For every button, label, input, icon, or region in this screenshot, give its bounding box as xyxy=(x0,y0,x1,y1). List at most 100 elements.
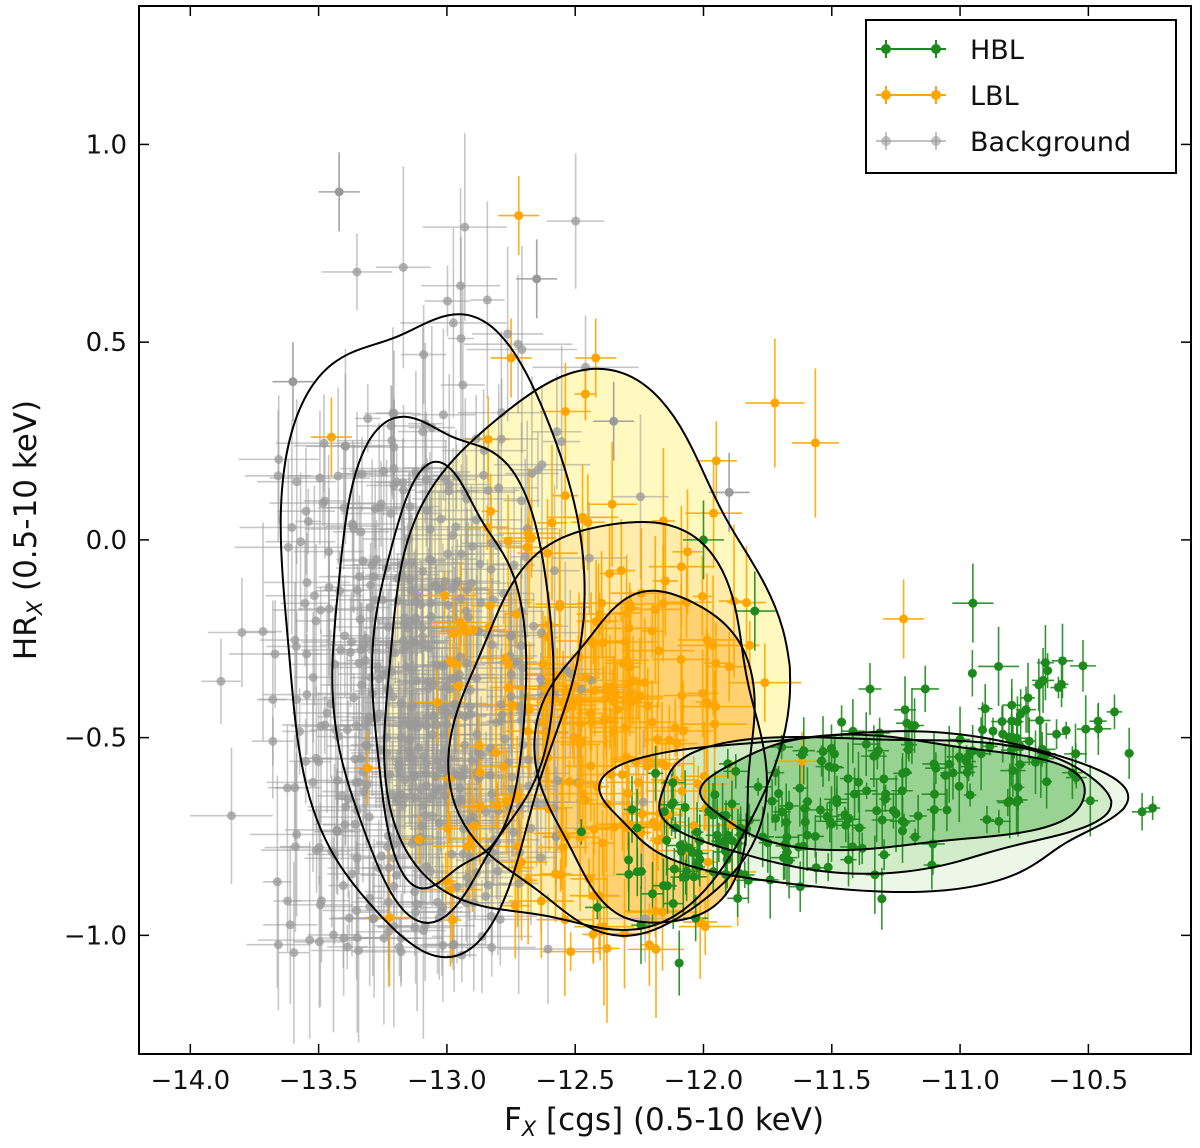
background-232-point xyxy=(333,471,343,481)
lbl-143-point xyxy=(574,779,584,789)
background-516-point xyxy=(427,556,437,566)
lbl-10-point xyxy=(651,944,661,954)
hbl-59-point xyxy=(592,902,602,912)
hbl-45-point xyxy=(891,809,901,819)
hbl-83-point xyxy=(955,735,965,745)
contour-outlines xyxy=(279,313,1130,959)
background-highlight-10-point xyxy=(334,187,344,197)
lbl-142-point xyxy=(678,726,688,736)
background-373-point xyxy=(389,881,399,891)
hbl-99-point xyxy=(1081,724,1091,734)
background-462-point xyxy=(346,647,356,657)
background-134-point xyxy=(357,680,367,690)
hbl-highlight-6-point xyxy=(698,535,708,545)
background-498-point xyxy=(416,600,426,610)
hbl-72-point xyxy=(879,774,889,784)
background-407-point xyxy=(398,636,408,646)
hbl-136-point xyxy=(967,668,977,678)
background-485-point xyxy=(434,585,444,595)
lbl-162-point xyxy=(644,940,654,950)
background-248-point xyxy=(419,751,429,761)
x-tick-label-6: −11.0 xyxy=(920,1066,1000,1096)
hbl-44-point xyxy=(823,862,833,872)
background-145-point xyxy=(529,621,539,631)
background-93-point xyxy=(425,524,435,534)
background-425-point xyxy=(410,887,420,897)
background-9-point xyxy=(342,942,352,952)
background-322-point xyxy=(318,498,328,508)
hbl-164-point xyxy=(1085,796,1095,806)
background-382-point xyxy=(516,641,526,651)
lbl-160-point xyxy=(510,901,520,911)
hbl-198-point xyxy=(782,832,792,842)
hbl-105-point xyxy=(800,803,810,813)
background-271-point xyxy=(514,878,524,888)
hbl-126-point xyxy=(1124,748,1134,758)
hbl-224-point xyxy=(779,853,789,863)
hbl-140-point xyxy=(1003,798,1013,808)
lbl-37-point xyxy=(607,499,617,509)
background-458-point xyxy=(462,658,472,668)
background-367-point xyxy=(324,582,334,592)
background-369-point xyxy=(438,410,448,420)
hbl-82-point xyxy=(1093,716,1103,726)
y-tick-label-1: −0.5 xyxy=(64,724,127,754)
background-487-point xyxy=(395,789,405,799)
lbl-88-point xyxy=(770,398,780,408)
hbl-160-point xyxy=(712,830,722,840)
background-452-point xyxy=(335,586,345,596)
background-450-point xyxy=(533,465,543,475)
background-208-point xyxy=(515,701,525,711)
hbl-203-point xyxy=(719,836,729,846)
background-277-point xyxy=(421,758,431,768)
hbl-42-point xyxy=(815,805,825,815)
lbl-163-point xyxy=(598,838,608,848)
background-269-point xyxy=(421,781,431,791)
background-438-point xyxy=(356,527,366,537)
lbl-145-point xyxy=(624,680,634,690)
hbl-103-point xyxy=(929,759,939,769)
contour-line-hbl-2 xyxy=(699,733,1086,852)
lbl-90-point xyxy=(683,547,693,557)
background-422-point xyxy=(482,295,492,305)
lbl-69-point xyxy=(474,741,484,751)
background-206-point xyxy=(333,775,343,785)
lbl-180-point xyxy=(626,603,636,613)
legend-entry-hbl: HBL xyxy=(876,35,1024,66)
lbl-61-point xyxy=(588,929,598,939)
background-504-point xyxy=(355,753,365,763)
lbl-181-point xyxy=(711,658,721,668)
legend-marker-background-1 xyxy=(931,136,941,146)
lbl-28-point xyxy=(676,562,686,572)
background-90-point xyxy=(292,695,302,705)
lbl-62-point xyxy=(543,548,553,558)
background-416-point xyxy=(369,572,379,582)
background-175-point xyxy=(455,783,465,793)
hbl-90-point xyxy=(692,827,702,837)
background-432-point xyxy=(342,725,352,735)
background-228-point xyxy=(560,664,570,674)
background-284-point xyxy=(273,940,283,950)
hbl-64-point xyxy=(1042,777,1052,787)
x-axis-ticks: −14.0 −13.5 −13.0 −12.5 −12.0 −11.5 −11.0 −10.5 xyxy=(150,6,1128,1096)
background-182-point xyxy=(290,842,300,852)
background-46-point xyxy=(270,649,280,659)
hbl-202-point xyxy=(1024,736,1034,746)
background-443-point xyxy=(424,643,434,653)
background-415-point xyxy=(389,464,399,474)
legend-box xyxy=(865,19,1177,174)
lbl-193-point xyxy=(443,824,453,834)
lbl-202-point xyxy=(658,599,668,609)
lbl-75-point xyxy=(623,789,633,799)
hbl-151-point xyxy=(840,810,850,820)
hbl-180-point xyxy=(795,783,805,793)
background-424-point xyxy=(406,585,416,595)
background-419-point xyxy=(352,853,362,863)
background-242-point xyxy=(388,790,398,800)
background-256-point xyxy=(436,784,446,794)
background-446-point xyxy=(319,438,329,448)
contour-line-lbl-0 xyxy=(383,367,792,932)
background-292-point xyxy=(403,737,413,747)
lbl-192-point xyxy=(522,542,532,552)
lbl-45-point xyxy=(643,701,653,711)
